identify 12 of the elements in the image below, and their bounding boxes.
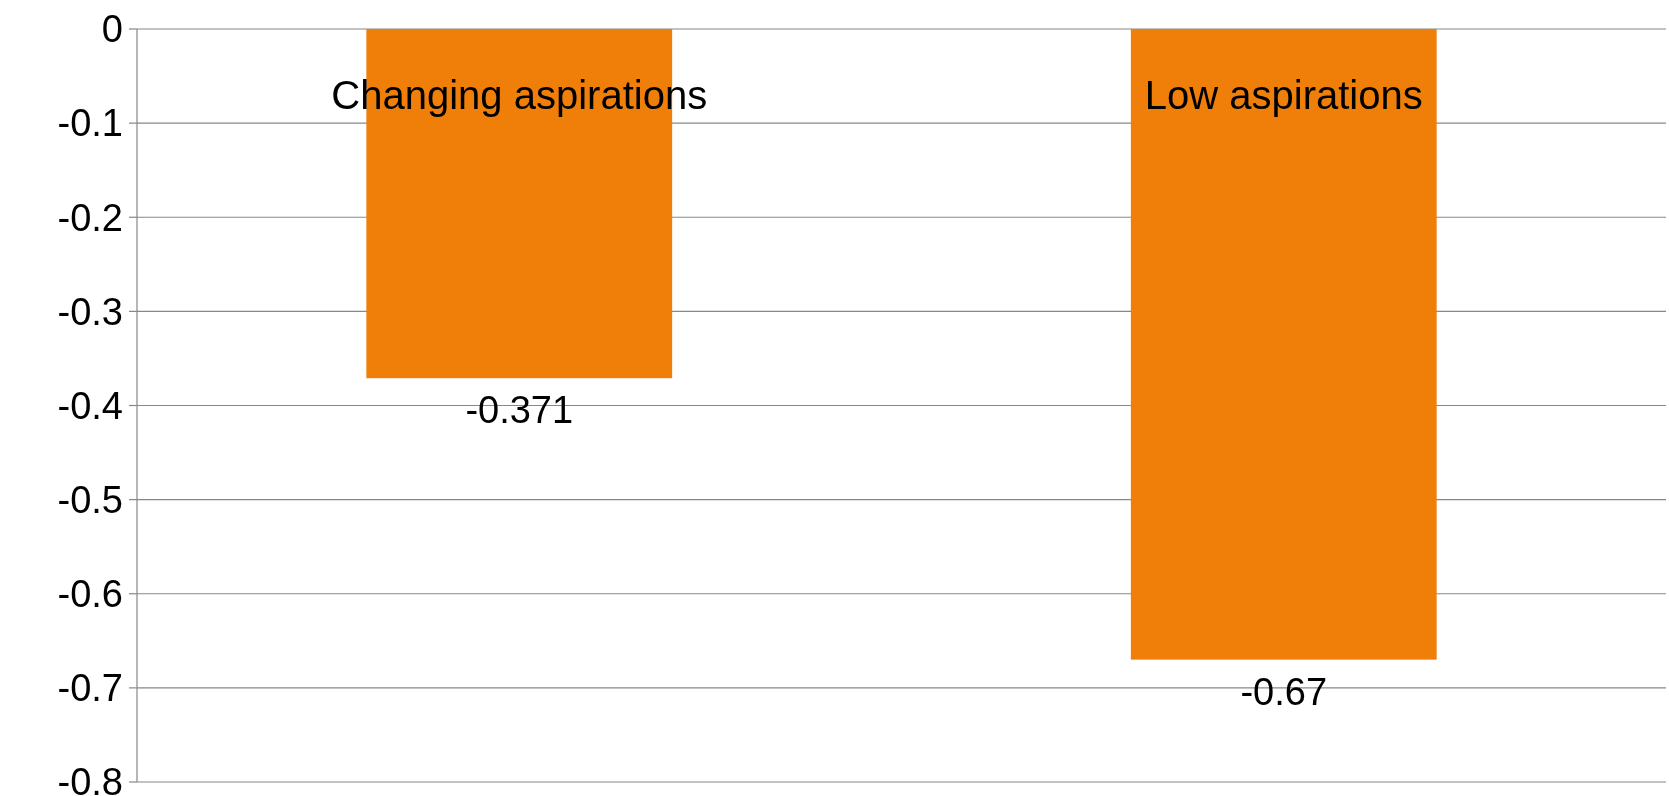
data-label: -0.67: [1240, 670, 1328, 713]
y-tick-label: -0.5: [57, 478, 123, 521]
y-tick-label: -0.8: [57, 761, 123, 796]
y-tick-label: -0.6: [57, 573, 123, 616]
y-tick-label: 0: [101, 8, 123, 51]
x-tick-label: Low aspirations: [1144, 73, 1423, 117]
y-tick-label: -0.2: [57, 196, 123, 239]
y-tick-label: -0.7: [57, 667, 123, 710]
y-tick-label: -0.3: [57, 290, 123, 333]
y-tick-label: -0.1: [57, 102, 123, 145]
data-label: -0.371: [465, 389, 574, 432]
y-tick-label: -0.4: [57, 384, 123, 427]
